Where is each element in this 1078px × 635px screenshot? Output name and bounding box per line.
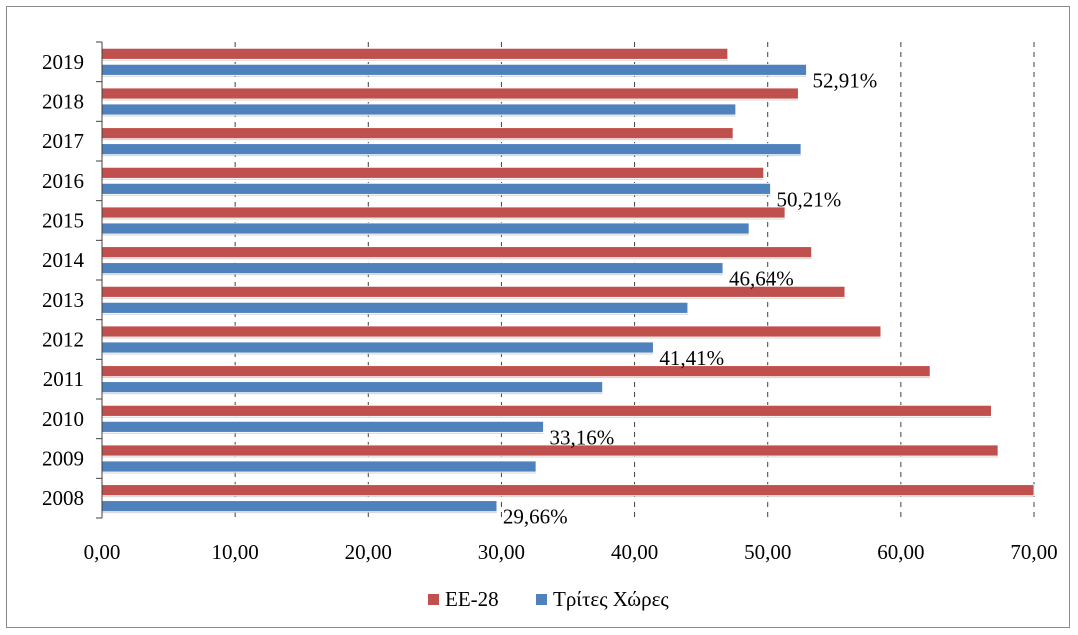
y-tick-label: 2012	[42, 328, 84, 352]
x-tick-label: 40,00	[611, 540, 658, 564]
bar-ee28	[101, 47, 729, 60]
bar-third-countries	[101, 182, 771, 195]
y-tick-label: 2010	[42, 407, 84, 431]
data-label: 50,21%	[777, 187, 842, 211]
legend-swatch	[428, 594, 439, 605]
bar-third-countries	[101, 63, 807, 76]
bar-third-countries	[101, 341, 654, 354]
data-label: 29,66%	[503, 505, 568, 529]
data-label: 41,41%	[659, 346, 724, 370]
bar-third-countries	[101, 500, 498, 513]
bar-ee28	[101, 484, 1035, 497]
x-tick-label: 60,00	[877, 540, 924, 564]
y-tick-label: 2014	[42, 248, 85, 272]
bar-ee28	[101, 246, 813, 259]
legend: ΕΕ-28 Τρίτες Χώρες	[428, 587, 669, 611]
bar-ee28	[101, 404, 992, 417]
bar-third-countries	[101, 103, 737, 116]
x-tick-label: 50,00	[744, 540, 791, 564]
y-tick-label: 2015	[42, 209, 84, 233]
bar-ee28	[101, 87, 799, 100]
legend-label: Τρίτες Χώρες	[553, 587, 669, 611]
y-tick-label: 2008	[42, 486, 84, 510]
bar-third-countries	[101, 381, 604, 394]
x-tick-label: 10,00	[212, 540, 259, 564]
bar-third-countries	[101, 262, 724, 275]
bar-ee28	[101, 365, 931, 378]
bar-third-countries	[101, 460, 537, 473]
y-tick-label: 2009	[42, 447, 84, 471]
bar-ee28	[101, 325, 882, 338]
bar-ee28	[101, 206, 786, 219]
data-labels: 29,66% 33,16% 41,41% 46,64% 50,21% 52,91%	[503, 68, 877, 528]
bar-third-countries	[101, 301, 689, 314]
legend-label: ΕΕ-28	[445, 587, 499, 611]
axes: 0,00 10,00 20,00 30,00 40,00 50,00 60,00 70,00 2…	[42, 41, 1058, 564]
data-label: 46,64%	[729, 267, 794, 291]
x-tick-label: 70,00	[1010, 540, 1057, 564]
data-label: 52,91%	[812, 68, 877, 92]
x-tick-label: 0,00	[84, 540, 121, 564]
y-tick-label: 2017	[42, 129, 84, 153]
y-tick-label: 2018	[42, 90, 84, 114]
legend-swatch	[536, 594, 547, 605]
y-tick-label: 2011	[43, 367, 84, 391]
y-tick-label: 2016	[42, 169, 84, 193]
bar-ee28	[101, 166, 765, 179]
y-tick-label: 2013	[42, 288, 84, 312]
bar-ee28	[101, 127, 734, 140]
data-label: 33,16%	[550, 425, 615, 449]
y-tick-label: 2019	[42, 50, 84, 74]
x-tick-label: 30,00	[478, 540, 525, 564]
bar-third-countries	[101, 222, 750, 235]
bar-third-countries	[101, 420, 544, 433]
bar-third-countries	[101, 143, 802, 156]
bars	[101, 47, 1035, 514]
x-tick-label: 20,00	[345, 540, 392, 564]
